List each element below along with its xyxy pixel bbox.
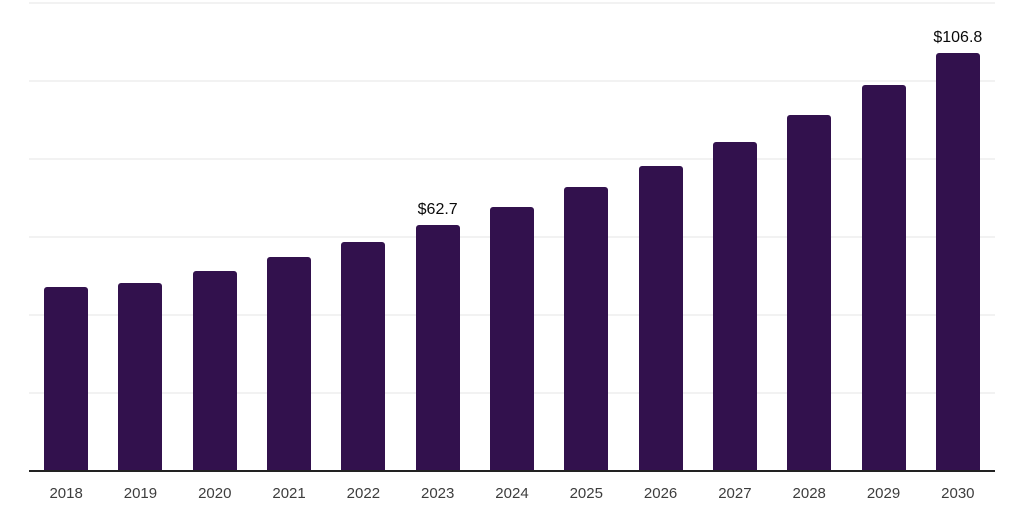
bar-2018 [44,287,89,470]
x-tick-label-2026: 2026 [643,485,678,502]
bar-2027 [712,142,757,470]
bar-2023 [415,225,460,470]
x-tick-label-2029: 2029 [866,485,901,502]
x-tick-label-2022: 2022 [346,485,381,502]
x-tick-label-2020: 2020 [198,485,232,502]
bar-2021 [267,257,312,470]
bar-2025 [564,186,609,470]
bar-2020 [192,270,237,470]
bar-2026 [638,166,683,470]
x-tick-label-2023: 2023 [420,485,455,502]
x-tick-label-2021: 2021 [272,485,306,502]
bar-2019 [118,283,163,470]
x-tick-label-2019: 2019 [123,485,158,502]
data-label-2030: $106.8 [933,29,983,47]
bar-2028 [787,115,832,470]
x-tick-label-2024: 2024 [495,485,529,502]
x-tick-label-2025: 2025 [569,485,603,502]
x-axis-line [29,470,995,472]
x-tick-label-2028: 2028 [792,485,826,502]
bar-2022 [341,241,386,470]
bar-2024 [490,206,534,470]
bar-2029 [861,85,906,470]
x-tick-label-2018: 2018 [49,485,83,502]
data-label-2023: $62.7 [417,201,458,219]
gridline-100 [29,80,995,82]
gridline-80 [29,158,995,160]
x-tick-label-2027: 2027 [718,485,752,502]
plot-area [29,0,995,470]
bar-2030 [935,53,980,470]
gridline-120 [29,2,995,4]
x-tick-label-2030: 2030 [941,485,975,502]
